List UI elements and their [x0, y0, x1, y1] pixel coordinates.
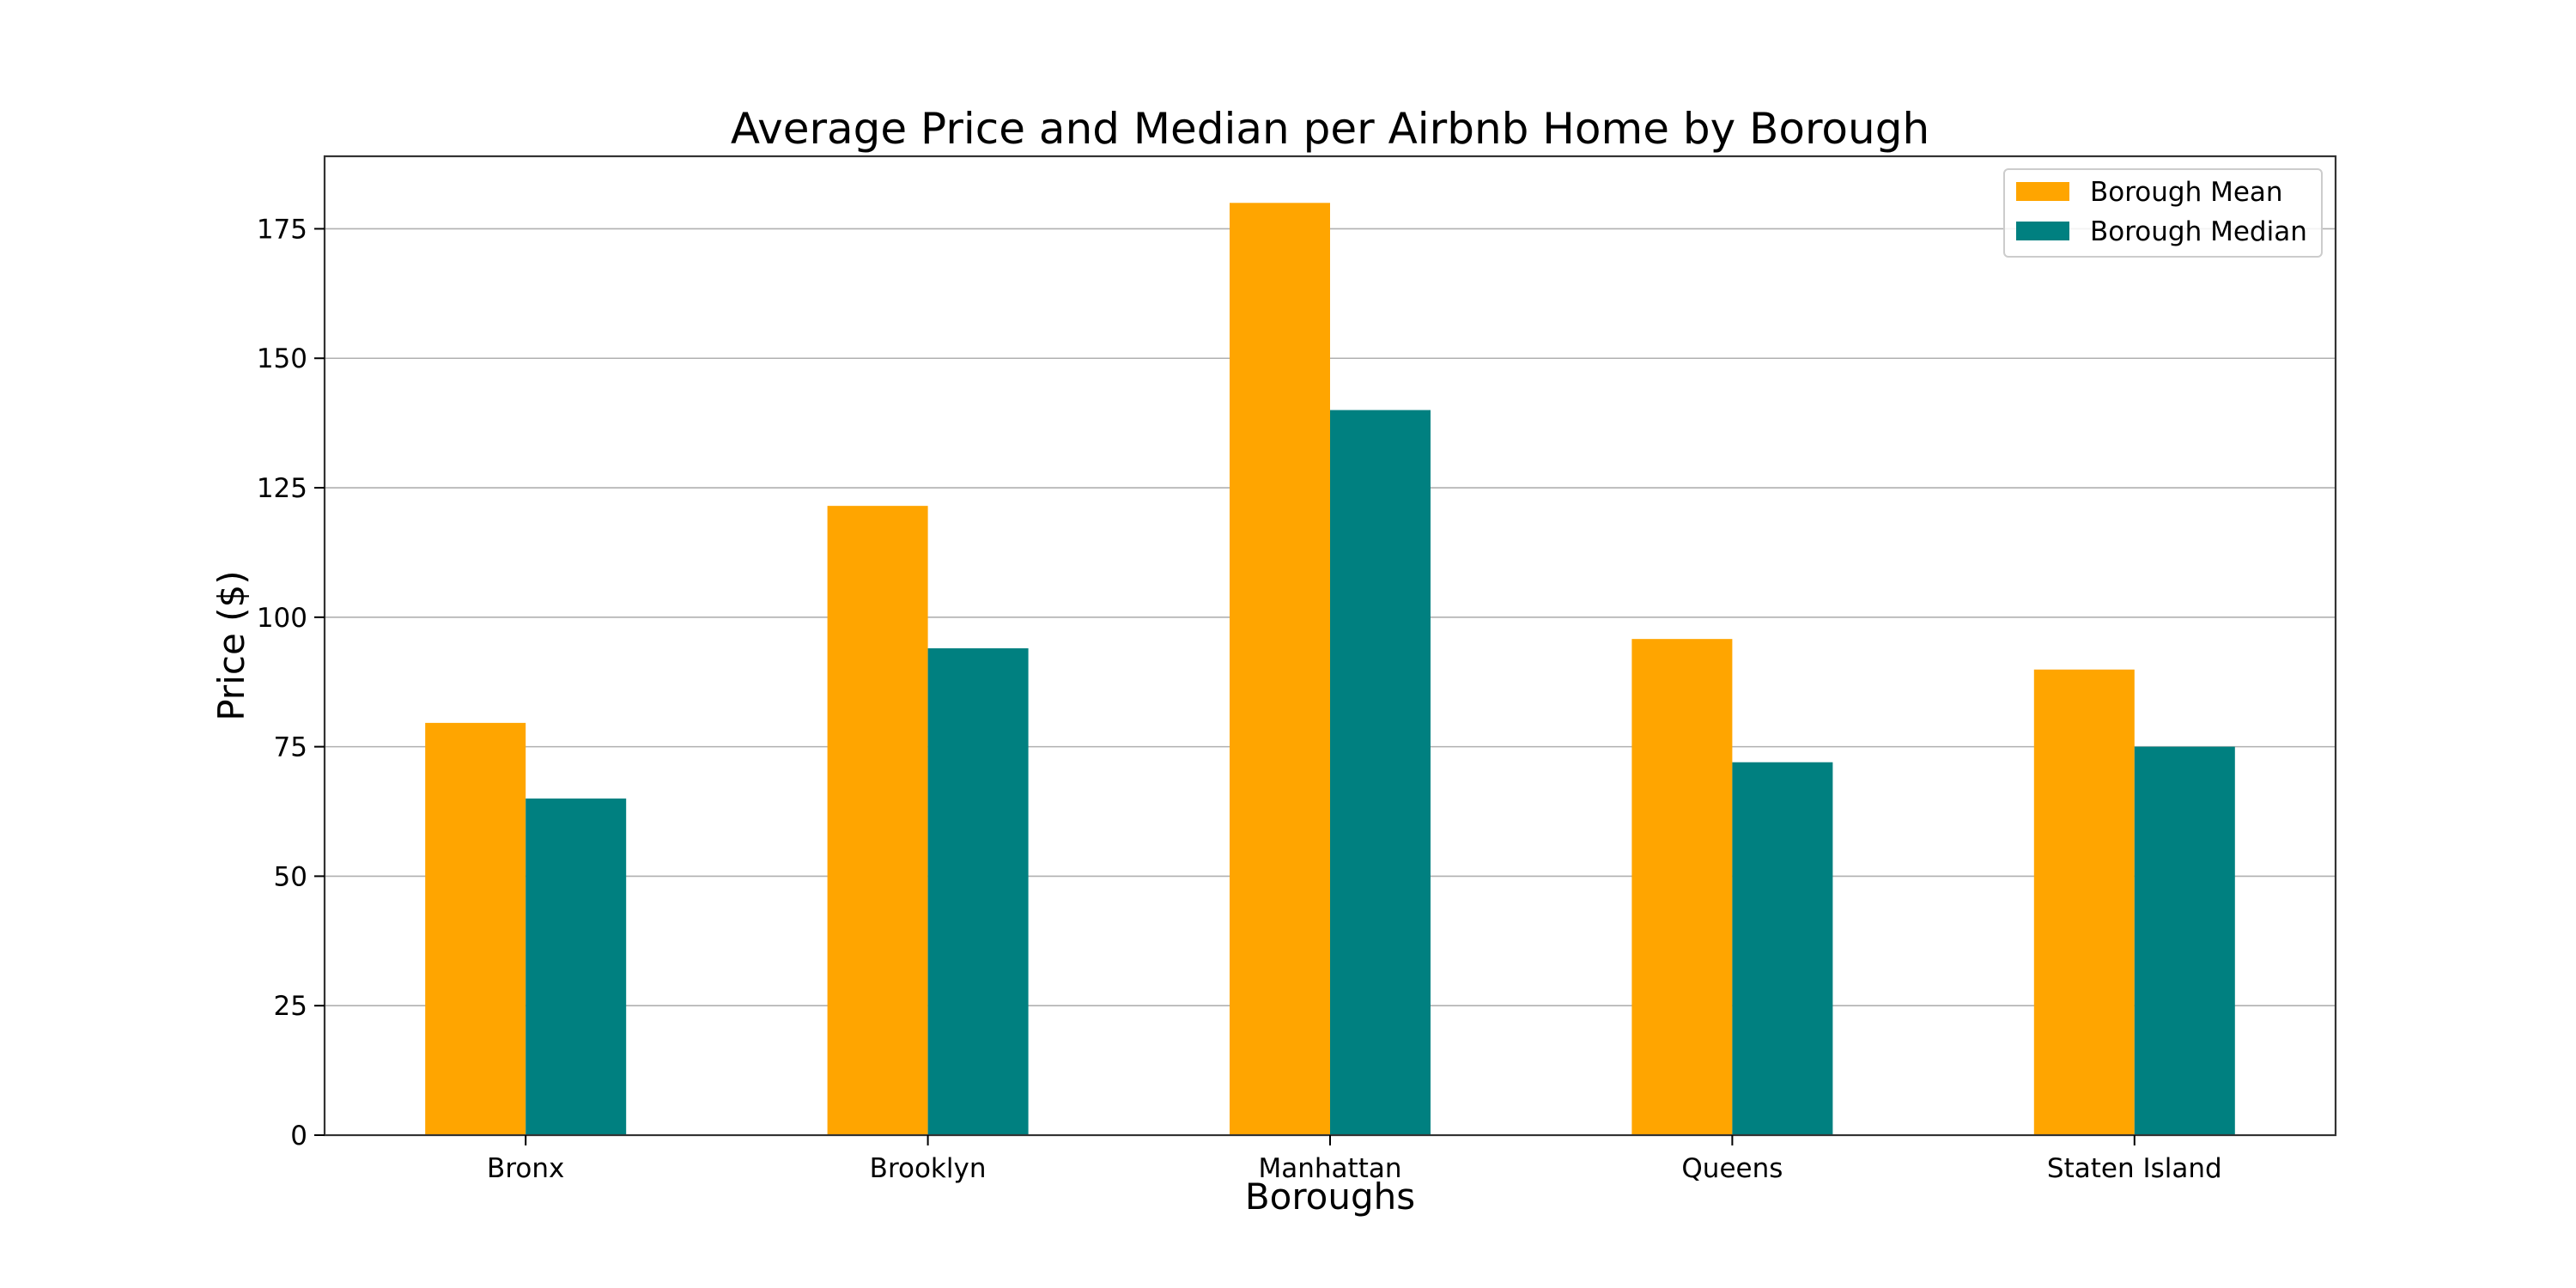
bar-borough-median-manhattan: [1330, 410, 1431, 1135]
y-tick-label: 75: [274, 732, 307, 763]
x-tick-label-brooklyn: Brooklyn: [870, 1153, 987, 1184]
y-tick-label: 125: [257, 473, 307, 504]
x-tick-label-staten-island: Staten Island: [2047, 1153, 2222, 1184]
bars: [425, 203, 2235, 1135]
bar-borough-mean-queens: [1631, 639, 1733, 1135]
bar-borough-mean-staten-island: [2033, 669, 2135, 1135]
y-tick-label: 175: [257, 214, 307, 245]
y-axis-ticks: 0 25 50 75 100 125 150 175: [257, 214, 325, 1151]
legend-frame: [2003, 168, 2323, 258]
bar-borough-mean-bronx: [425, 722, 526, 1135]
x-axis-label: Boroughs: [1245, 1176, 1415, 1218]
y-tick-label: 50: [274, 861, 307, 892]
y-tick-label: 25: [274, 991, 307, 1022]
legend-swatch-borough-mean: [2016, 182, 2069, 201]
y-tick-label: 100: [257, 603, 307, 634]
bar-borough-mean-brooklyn: [827, 506, 928, 1135]
bar-borough-mean-manhattan: [1230, 203, 1330, 1135]
x-tick-label-bronx: Bronx: [487, 1153, 564, 1184]
chart-title: Average Price and Median per Airbnb Home…: [731, 104, 1929, 154]
legend-label-borough-mean: Borough Mean: [2090, 177, 2283, 208]
bar-borough-median-brooklyn: [927, 648, 1029, 1135]
legend-label-borough-median: Borough Median: [2090, 216, 2307, 247]
legend-swatch-borough-median: [2016, 222, 2069, 240]
bar-borough-median-staten-island: [2134, 746, 2235, 1135]
bar-borough-median-queens: [1732, 762, 1833, 1135]
y-tick-label: 0: [290, 1121, 307, 1151]
y-axis-label: Price ($): [210, 570, 252, 720]
x-axis-ticks: Bronx Brooklyn Manhattan Queens Staten Islan…: [487, 1135, 2222, 1184]
legend: Borough Mean Borough Median: [2003, 168, 2323, 258]
bar-borough-median-bronx: [526, 798, 627, 1135]
x-tick-label-manhattan: Manhattan: [1259, 1153, 1402, 1184]
x-tick-label-queens: Queens: [1681, 1153, 1783, 1184]
y-tick-label: 150: [257, 343, 307, 374]
